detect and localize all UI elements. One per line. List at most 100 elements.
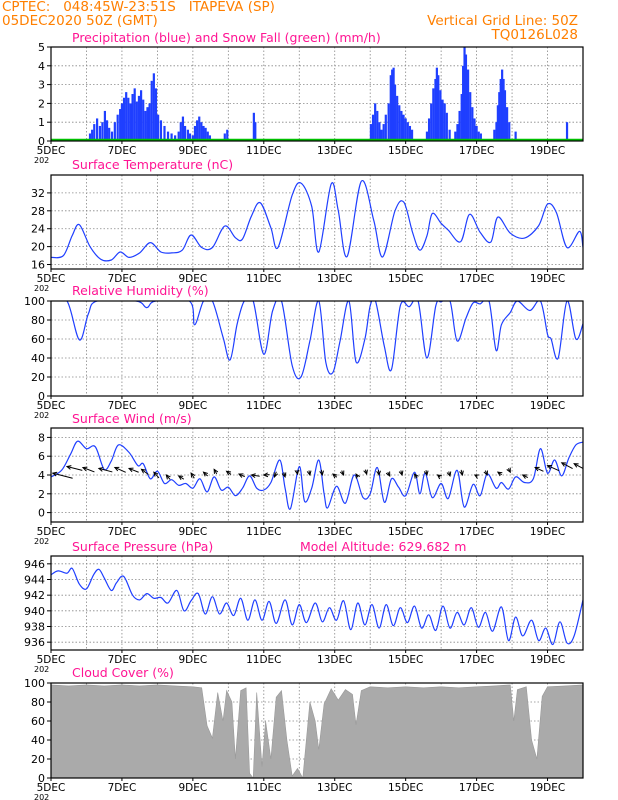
precip-bar [466, 69, 470, 141]
precip-bar [471, 107, 474, 141]
x-tick-label: 7DEC [108, 273, 137, 285]
pres-frame [50, 555, 584, 651]
x-tick-label: 19DEC [530, 400, 565, 412]
precip-bar [493, 129, 496, 141]
temp-frame [50, 174, 584, 270]
wind-arrow-head [496, 471, 503, 477]
wind-arrow-head [127, 467, 134, 473]
x-tick-label: 11DEC [246, 526, 281, 538]
precip-bar [200, 122, 203, 141]
y-tick-label: 80 [31, 314, 45, 327]
y-tick-label: 80 [31, 696, 45, 709]
precip-bar [196, 120, 199, 141]
x-tick-label: 13DEC [317, 526, 352, 538]
wind-arrow-head [273, 472, 279, 478]
precip-bar [135, 101, 138, 141]
cloud-panel: 0 20 40 60 80 100 5DEC 7DEC 9DEC 11DEC 13DEC 15DEC 1… [24, 665, 584, 800]
precip-bar [391, 69, 394, 141]
precip-bar [439, 90, 442, 141]
precip-bar [122, 97, 126, 141]
wind-arrow-head [573, 463, 579, 468]
precip-bar [400, 110, 403, 141]
wind-arrow [128, 467, 139, 473]
precip-bar [371, 114, 375, 141]
cloud-title: Cloud Cover (%) [72, 665, 174, 680]
precip-bar [441, 99, 444, 141]
precip-bar [88, 133, 92, 141]
precip-bar [463, 47, 466, 141]
precip-bar [146, 107, 149, 141]
wind-arrow-head [521, 474, 528, 479]
wind-title: Surface Wind (m/s) [72, 411, 192, 426]
precip-bar [460, 94, 463, 141]
y-tick-label: 20 [31, 753, 45, 766]
wind-arrow-head [81, 466, 88, 472]
precip-bar [404, 118, 407, 141]
x-tick-label: 7DEC [108, 782, 137, 794]
precip-bar [103, 110, 107, 141]
precip-bar [398, 105, 401, 141]
x-tick-label: 13DEC [317, 782, 352, 794]
y-tick-label: 100 [24, 677, 45, 690]
wind-arrow [66, 466, 83, 471]
x-tick-label: 9DEC [178, 782, 207, 794]
precip-bar [402, 114, 405, 141]
precip-bar [120, 103, 124, 141]
precip-bar [93, 124, 96, 141]
wind-arrow-head [51, 471, 58, 477]
wind-arrow-head [385, 471, 391, 477]
precip-bar [98, 125, 102, 141]
y-tick-label: 28 [31, 205, 45, 218]
wind-arrow-head [560, 462, 567, 467]
wind-arrows [51, 462, 583, 481]
precip-bar [565, 122, 569, 141]
rh-frame [50, 300, 584, 397]
cloud-series [51, 684, 583, 778]
y-tick-label: 20 [31, 241, 45, 254]
x-tick-label: 11DEC [246, 400, 281, 412]
x-tick-label: 9DEC [178, 145, 207, 157]
precip-bar [101, 122, 104, 141]
wind-arrow [98, 467, 113, 473]
cloud-frame [50, 682, 584, 779]
precip-bar [456, 124, 459, 141]
precip-bar [437, 75, 440, 141]
precip-bar [410, 129, 414, 141]
precip-bar [198, 116, 201, 141]
precip-bar [378, 122, 381, 141]
precip-bar [495, 122, 498, 141]
rh-title: Relative Humidity (%) [72, 283, 209, 298]
wind-arrow-head [483, 470, 488, 477]
precip-bar [501, 69, 504, 141]
x-tick-label: 17DEC [459, 526, 494, 538]
precip-bar [454, 131, 457, 141]
precip-bar [392, 67, 395, 141]
precip-bar [181, 116, 185, 141]
precip-bar [116, 114, 119, 141]
precip-bar [393, 84, 397, 141]
y-tick-label: 60 [31, 715, 45, 728]
precip-bar [503, 90, 507, 141]
y-tick-label: 946 [24, 558, 45, 571]
precip-bar [514, 131, 517, 141]
precip-bar [387, 103, 390, 141]
precip-bar [389, 75, 392, 141]
x-year-stub: 202 [34, 284, 49, 293]
precip-bar [183, 125, 187, 141]
precip-bar [508, 122, 511, 141]
wind-arrow [82, 467, 95, 473]
precip-bar [96, 118, 99, 141]
y-tick-label: 2 [38, 488, 45, 501]
precip-bar [193, 125, 197, 141]
precip-bar [443, 103, 446, 141]
precip-bar [502, 78, 505, 141]
precip-bar [479, 133, 482, 141]
precip-bar [384, 114, 387, 141]
wind-arrow-head [213, 468, 219, 474]
wind-arrow-head [332, 473, 338, 479]
precip-bar [425, 131, 429, 141]
precip-bar [154, 88, 158, 141]
x-tick-label: 17DEC [459, 273, 494, 285]
precip-bar [125, 92, 128, 141]
x-tick-label: 5DEC [37, 145, 66, 157]
